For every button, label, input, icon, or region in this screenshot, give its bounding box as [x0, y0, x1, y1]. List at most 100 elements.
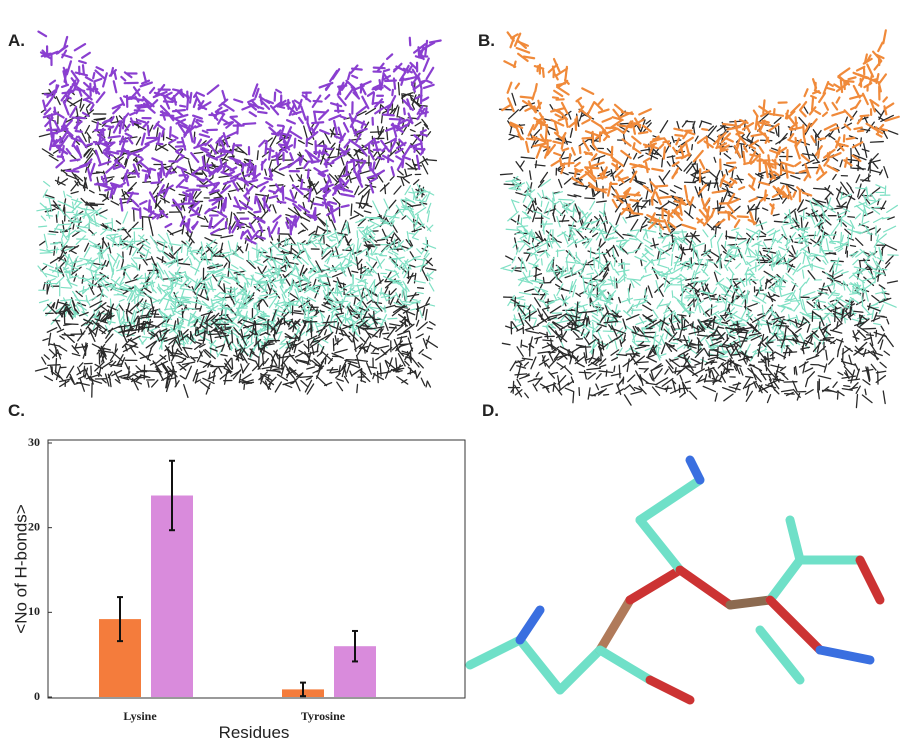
stick [318, 325, 326, 337]
stick [193, 278, 199, 292]
stick [812, 161, 821, 165]
stick [813, 231, 817, 240]
stick [213, 291, 221, 299]
stick [95, 171, 105, 174]
stick [636, 125, 642, 132]
stick [159, 291, 171, 302]
stick [55, 263, 60, 277]
stick [227, 192, 232, 201]
stick [276, 200, 287, 204]
stick [396, 106, 400, 118]
stick [232, 175, 248, 183]
stick [380, 139, 391, 153]
stick [96, 371, 103, 377]
stick [798, 227, 811, 230]
stick [123, 270, 132, 281]
stick [660, 247, 673, 255]
stick [265, 378, 275, 386]
stick [55, 214, 58, 223]
stick [234, 348, 240, 362]
stick [209, 144, 218, 155]
stick [300, 256, 309, 266]
stick [556, 283, 564, 296]
stick [303, 320, 311, 323]
stick [208, 330, 213, 344]
stick [389, 139, 397, 152]
stick [790, 174, 801, 180]
stick [229, 166, 238, 172]
stick [180, 167, 188, 183]
stick [101, 118, 112, 125]
stick [309, 239, 317, 248]
stick [53, 120, 61, 132]
stick [355, 202, 369, 205]
stick [403, 265, 411, 279]
stick [362, 290, 368, 302]
stick [377, 125, 380, 135]
stick [836, 186, 842, 200]
stick [171, 134, 179, 140]
stick [762, 207, 769, 211]
stick [159, 270, 163, 279]
stick [279, 340, 291, 350]
stick [374, 107, 384, 115]
stick [420, 267, 429, 282]
stick [307, 234, 313, 244]
stick [98, 366, 102, 378]
stick [105, 164, 116, 174]
stick [67, 233, 71, 241]
stick [813, 187, 828, 191]
stick [126, 371, 131, 378]
stick [292, 202, 302, 212]
stick [404, 360, 410, 367]
stick [426, 210, 431, 223]
stick [81, 274, 84, 284]
stick [529, 170, 532, 181]
stick [310, 159, 322, 164]
stick [278, 164, 293, 171]
stick [259, 93, 263, 106]
stick [273, 257, 284, 261]
stick [205, 206, 218, 213]
stick [124, 278, 139, 284]
stick [111, 369, 123, 377]
stick [171, 88, 182, 93]
stick [384, 369, 390, 379]
stick [74, 308, 79, 314]
stick [128, 172, 141, 175]
stick [169, 296, 182, 304]
stick [340, 204, 350, 208]
stick [416, 107, 426, 121]
stick [849, 187, 855, 194]
stick [171, 345, 174, 359]
stick [755, 173, 764, 179]
stick [852, 258, 859, 266]
stick [54, 370, 65, 382]
stick [337, 143, 341, 158]
stick [45, 308, 53, 317]
stick [149, 327, 158, 332]
stick [190, 196, 197, 206]
stick [357, 185, 369, 196]
stick [317, 169, 329, 175]
stick [100, 175, 105, 184]
stick [321, 246, 329, 257]
stick [214, 153, 226, 160]
stick [388, 95, 397, 109]
stick [736, 290, 746, 300]
stick [181, 240, 187, 245]
stick [101, 245, 110, 255]
stick [111, 269, 115, 279]
stick [106, 224, 112, 232]
stick [402, 303, 411, 306]
stick [257, 280, 267, 293]
stick [569, 127, 574, 138]
stick [148, 167, 157, 172]
stick [795, 171, 808, 174]
stick [584, 218, 593, 231]
stick [214, 274, 227, 278]
stick [854, 213, 862, 220]
stick [361, 95, 370, 110]
stick [630, 279, 635, 289]
stick [323, 131, 331, 144]
